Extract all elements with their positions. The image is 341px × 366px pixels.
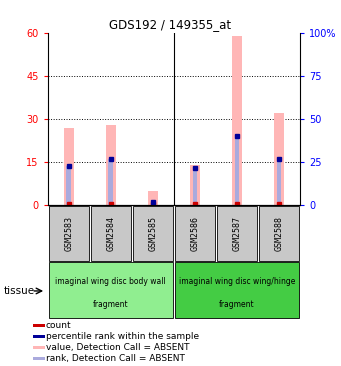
Bar — [108, 159, 113, 205]
Bar — [274, 113, 284, 205]
Bar — [106, 125, 116, 205]
FancyBboxPatch shape — [217, 206, 257, 261]
FancyBboxPatch shape — [48, 262, 173, 318]
FancyBboxPatch shape — [259, 206, 299, 261]
Bar — [150, 202, 155, 205]
Bar — [148, 191, 158, 205]
Text: imaginal wing disc wing/hinge: imaginal wing disc wing/hinge — [179, 277, 295, 286]
Text: rank, Detection Call = ABSENT: rank, Detection Call = ABSENT — [46, 354, 184, 363]
Bar — [66, 166, 71, 205]
Text: GSM2583: GSM2583 — [64, 216, 73, 251]
Bar — [33, 346, 45, 349]
FancyBboxPatch shape — [175, 206, 215, 261]
Text: fragment: fragment — [219, 300, 255, 309]
FancyBboxPatch shape — [91, 206, 131, 261]
Bar — [63, 127, 74, 205]
Text: GSM2588: GSM2588 — [275, 216, 284, 251]
Text: GSM2584: GSM2584 — [106, 216, 115, 251]
Text: GSM2585: GSM2585 — [148, 216, 158, 251]
Text: GSM2587: GSM2587 — [233, 216, 241, 251]
FancyBboxPatch shape — [48, 206, 89, 261]
Text: count: count — [46, 321, 71, 330]
Bar — [235, 136, 239, 205]
Text: GSM2586: GSM2586 — [190, 216, 199, 251]
FancyBboxPatch shape — [133, 206, 173, 261]
Text: value, Detection Call = ABSENT: value, Detection Call = ABSENT — [46, 343, 189, 352]
Text: percentile rank within the sample: percentile rank within the sample — [46, 332, 199, 341]
Bar — [33, 324, 45, 327]
Text: GDS192 / 149355_at: GDS192 / 149355_at — [109, 18, 232, 31]
FancyBboxPatch shape — [175, 262, 299, 318]
Text: imaginal wing disc body wall: imaginal wing disc body wall — [56, 277, 166, 286]
Text: tissue: tissue — [3, 286, 34, 296]
Bar — [193, 168, 197, 205]
Bar — [33, 357, 45, 360]
Bar — [277, 159, 281, 205]
Bar — [33, 335, 45, 338]
Text: fragment: fragment — [93, 300, 129, 309]
Bar — [232, 36, 242, 205]
Bar — [190, 165, 200, 205]
